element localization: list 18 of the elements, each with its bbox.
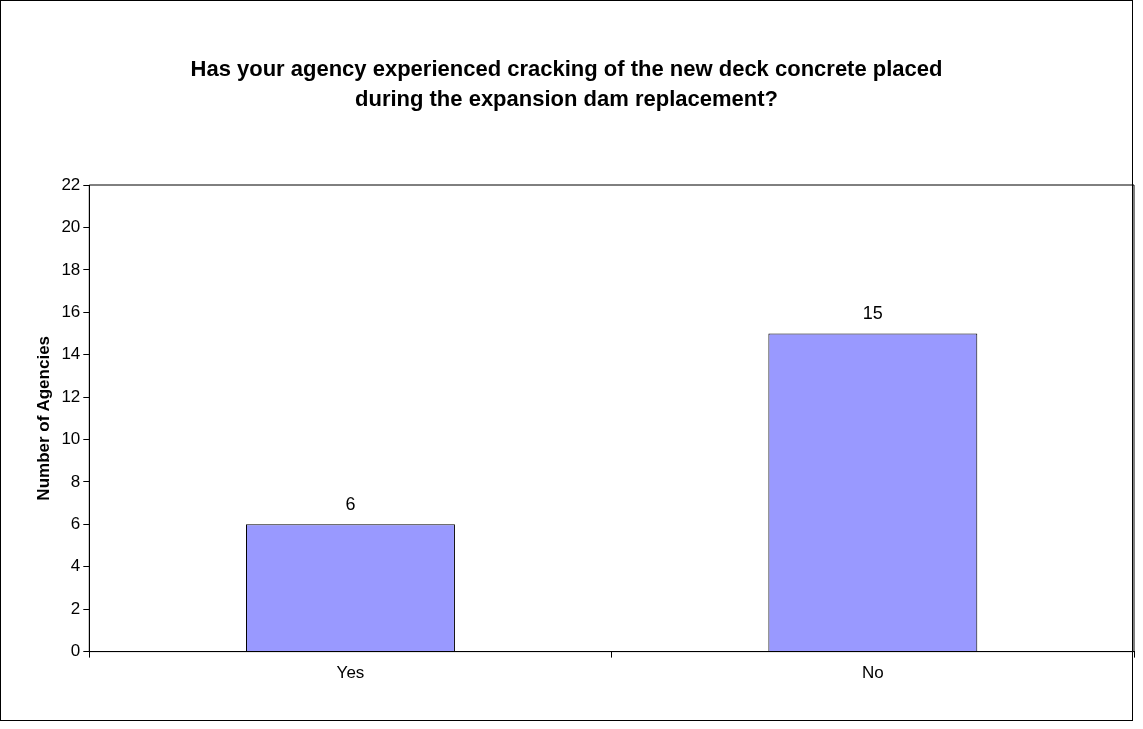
y-tick-label: 18 xyxy=(61,259,81,279)
y-tick-label: 2 xyxy=(70,598,81,618)
chart-title: Has your agency experienced cracking of the new deck concrete placed during the expansion dam replacement? xyxy=(189,55,944,113)
y-tick-label: 20 xyxy=(61,217,81,237)
y-tick-label: 16 xyxy=(61,301,81,321)
y-tick-label: 6 xyxy=(70,514,81,534)
y-tick-label: 12 xyxy=(61,386,81,406)
x-tick-label: No xyxy=(861,663,884,683)
x-tick-label: Yes xyxy=(336,663,365,683)
y-tick-label: 0 xyxy=(70,641,81,661)
data-label: 15 xyxy=(862,303,883,324)
y-tick-label: 4 xyxy=(70,556,81,576)
data-label: 6 xyxy=(345,494,356,515)
y-tick-label: 8 xyxy=(70,471,81,491)
y-axis-title: Number of Agencies xyxy=(33,335,53,501)
y-tick-label: 22 xyxy=(61,174,81,194)
y-tick-label: 14 xyxy=(61,344,81,364)
y-tick-label: 10 xyxy=(61,429,81,449)
